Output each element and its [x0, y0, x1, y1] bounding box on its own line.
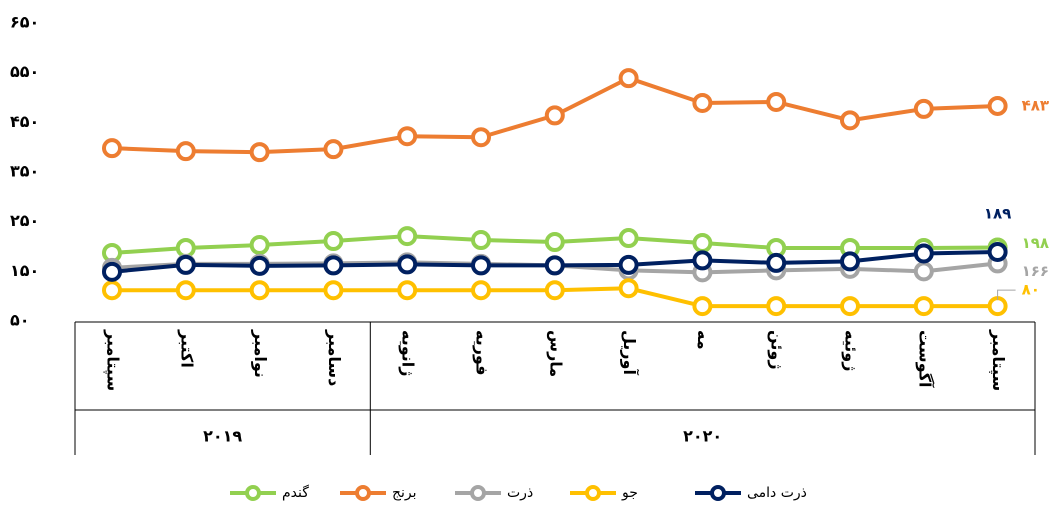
legend-label: ذرت دامی	[747, 485, 807, 501]
data-point	[323, 280, 344, 301]
legend-label: ذرت	[507, 485, 533, 501]
data-point	[766, 252, 787, 273]
data-point	[544, 280, 565, 301]
value-label: ۴۸۳	[1022, 96, 1049, 114]
data-point	[249, 255, 270, 276]
x-tick-label: دسامبر	[325, 329, 344, 386]
x-tick-label: نوامبر	[251, 329, 270, 378]
data-point	[102, 261, 122, 282]
data-point	[913, 296, 934, 317]
data-point	[249, 280, 270, 301]
data-point	[618, 68, 639, 89]
legend-label: برنج	[392, 485, 417, 501]
data-point	[323, 231, 344, 252]
data-point	[471, 280, 491, 301]
data-point	[692, 296, 713, 317]
y-tick-label: ۵۵۰	[10, 62, 39, 81]
x-tick-label: اکتبر	[177, 329, 196, 368]
legend-marker	[470, 485, 486, 501]
data-point	[840, 110, 860, 131]
data-point	[175, 280, 196, 301]
data-point	[471, 230, 491, 251]
data-point	[913, 98, 934, 119]
data-point	[544, 105, 565, 126]
legend-label: گندم	[282, 484, 309, 501]
data-point	[249, 235, 270, 256]
y-tick-label: ۲۵۰	[10, 211, 39, 230]
data-point	[323, 139, 344, 160]
data-point	[102, 280, 122, 301]
x-tick-label: ژوئیه	[842, 330, 861, 371]
value-label: ۱۹۸	[1022, 234, 1049, 252]
data-point	[692, 233, 713, 254]
data-point	[987, 95, 1008, 116]
value-label: ۸۰	[1022, 281, 1040, 299]
x-tick-label: آگوست	[915, 330, 935, 388]
data-point	[175, 141, 196, 162]
data-point	[397, 254, 418, 275]
data-point	[913, 261, 934, 282]
y-tick-label: ۳۵۰	[10, 162, 39, 181]
value-label: ۱۶۶	[1022, 262, 1049, 280]
data-point	[913, 243, 934, 264]
data-point	[692, 250, 713, 271]
y-tick-label: ۱۵۰	[10, 261, 39, 280]
data-point	[175, 254, 196, 275]
data-point	[692, 92, 713, 113]
data-point	[618, 278, 639, 299]
x-tick-label: سپتامبر	[103, 329, 123, 391]
legend-label: جو	[621, 485, 638, 501]
year-label: ۲۰۲۰	[683, 427, 722, 446]
data-point	[544, 255, 565, 276]
data-point	[544, 232, 565, 253]
x-tick-label: مه	[694, 330, 713, 350]
data-point	[397, 126, 418, 147]
y-tick-label: ۶۵۰	[10, 13, 39, 32]
x-tick-label: فوریه	[473, 330, 492, 375]
data-point	[987, 241, 1008, 262]
x-tick-label: سپتامبر	[988, 329, 1008, 391]
legend-marker	[585, 485, 601, 501]
data-point	[471, 127, 491, 148]
value-label: ۱۸۹	[984, 204, 1011, 222]
x-tick-label: ژوئن	[768, 330, 787, 370]
y-tick-label: ۴۵۰	[10, 112, 39, 131]
year-label: ۲۰۱۹	[203, 427, 242, 446]
data-point	[618, 228, 639, 249]
data-point	[249, 142, 270, 163]
data-point	[840, 251, 860, 272]
legend-marker	[355, 485, 371, 501]
y-tick-label: ۵۰	[10, 311, 30, 330]
x-tick-label: آوریل	[620, 330, 640, 375]
data-point	[766, 296, 787, 317]
data-point	[175, 237, 196, 258]
x-tick-label: مارس	[546, 330, 565, 377]
data-point	[987, 296, 1008, 317]
legend-marker	[245, 485, 261, 501]
leader-line	[997, 289, 1016, 301]
data-point	[471, 255, 491, 276]
data-point	[323, 255, 344, 276]
data-point	[840, 296, 860, 317]
data-point	[766, 91, 787, 112]
x-tick-label: ژانویه	[399, 330, 418, 376]
data-point	[397, 226, 418, 247]
data-point	[102, 138, 122, 159]
legend-marker	[710, 485, 726, 501]
data-point	[618, 254, 639, 275]
data-point	[397, 280, 418, 301]
